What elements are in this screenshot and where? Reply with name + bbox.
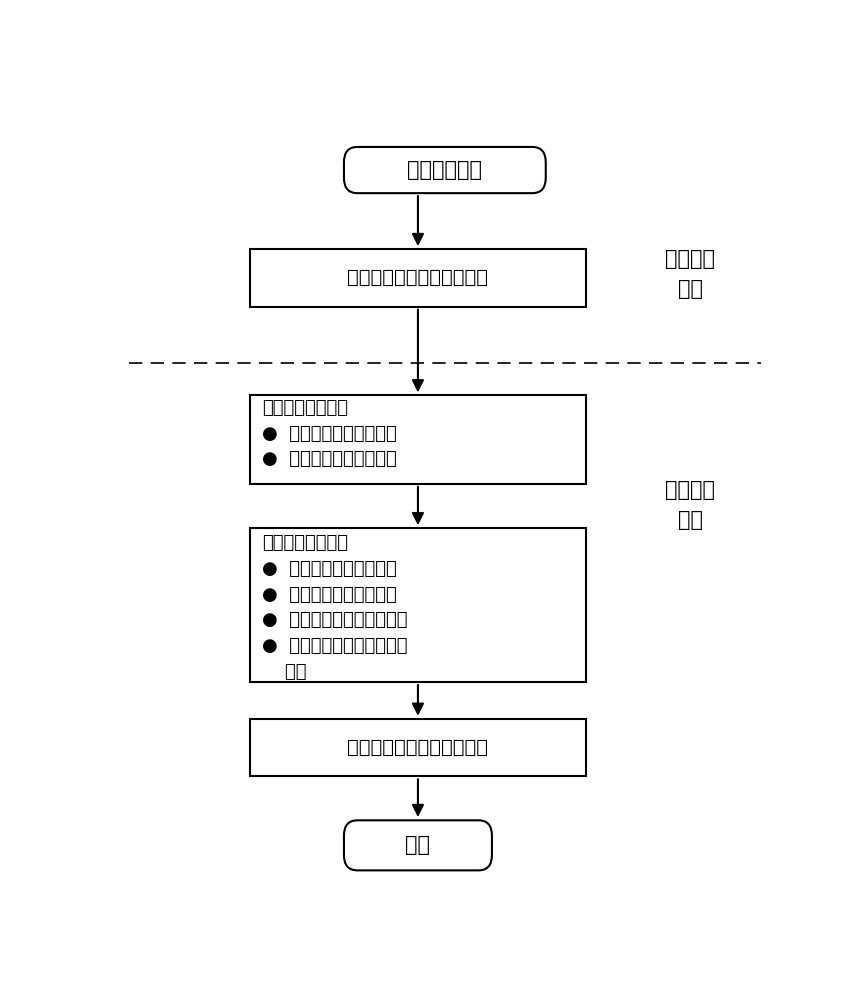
Text: 制定电动汽车有序充电计划: 制定电动汽车有序充电计划 <box>347 268 489 287</box>
Text: 采集电动汽车数据
●  电动汽车当前荷电状态
●  电动汽车历史出行里程: 采集电动汽车数据 ● 电动汽车当前荷电状态 ● 电动汽车历史出行里程 <box>262 399 397 468</box>
Text: 总体充电
策略: 总体充电 策略 <box>666 249 715 299</box>
Text: 负荷分配
策略: 负荷分配 策略 <box>666 480 715 530</box>
Bar <box>250 719 586 776</box>
Bar <box>250 528 586 682</box>
Bar <box>250 395 586 484</box>
Text: 结束: 结束 <box>405 835 431 855</box>
Text: 制定电动汽车负荷分配策略: 制定电动汽车负荷分配策略 <box>347 738 489 757</box>
Bar <box>250 249 586 307</box>
FancyBboxPatch shape <box>344 820 492 870</box>
FancyBboxPatch shape <box>344 147 546 193</box>
Text: 用户输入相关设定
●  是否愿意参加调度计划
●  电动汽车预期停留时间
●  期望达到的最终荷电状态
●  第二天预计行程（可不输
    入）: 用户输入相关设定 ● 是否愿意参加调度计划 ● 电动汽车预期停留时间 ● 期望达… <box>262 534 407 681</box>
Text: 输入原始数据: 输入原始数据 <box>407 160 483 180</box>
